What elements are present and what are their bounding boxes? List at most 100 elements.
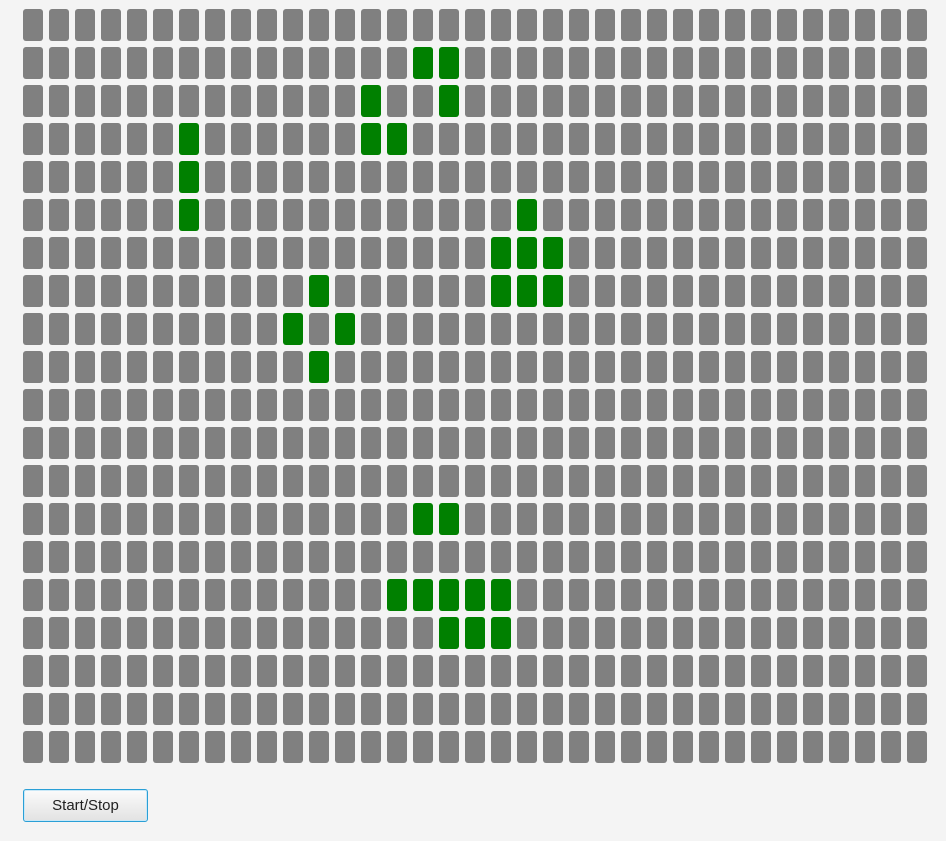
cell-dead[interactable] (725, 427, 745, 459)
cell-dead[interactable] (751, 275, 771, 307)
cell-dead[interactable] (881, 427, 901, 459)
cell-dead[interactable] (777, 123, 797, 155)
cell-dead[interactable] (465, 161, 485, 193)
cell-dead[interactable] (673, 655, 693, 687)
cell-dead[interactable] (49, 541, 69, 573)
cell-dead[interactable] (127, 123, 147, 155)
cell-dead[interactable] (543, 351, 563, 383)
cell-dead[interactable] (75, 617, 95, 649)
cell-dead[interactable] (647, 731, 667, 763)
cell-dead[interactable] (335, 161, 355, 193)
cell-dead[interactable] (75, 579, 95, 611)
cell-dead[interactable] (647, 579, 667, 611)
cell-dead[interactable] (387, 47, 407, 79)
cell-dead[interactable] (621, 503, 641, 535)
cell-dead[interactable] (465, 351, 485, 383)
cell-dead[interactable] (413, 617, 433, 649)
cell-dead[interactable] (335, 123, 355, 155)
cell-dead[interactable] (101, 427, 121, 459)
cell-dead[interactable] (725, 351, 745, 383)
cell-dead[interactable] (829, 427, 849, 459)
cell-dead[interactable] (491, 9, 511, 41)
cell-dead[interactable] (127, 617, 147, 649)
cell-dead[interactable] (179, 579, 199, 611)
cell-alive[interactable] (543, 237, 563, 269)
cell-dead[interactable] (335, 351, 355, 383)
cell-dead[interactable] (179, 85, 199, 117)
cell-dead[interactable] (855, 465, 875, 497)
cell-dead[interactable] (595, 731, 615, 763)
cell-dead[interactable] (205, 427, 225, 459)
cell-dead[interactable] (777, 693, 797, 725)
cell-dead[interactable] (725, 123, 745, 155)
cell-dead[interactable] (829, 9, 849, 41)
cell-dead[interactable] (595, 313, 615, 345)
cell-dead[interactable] (673, 579, 693, 611)
cell-dead[interactable] (101, 579, 121, 611)
cell-dead[interactable] (803, 275, 823, 307)
cell-dead[interactable] (725, 731, 745, 763)
cell-dead[interactable] (907, 199, 927, 231)
cell-dead[interactable] (413, 693, 433, 725)
cell-dead[interactable] (647, 275, 667, 307)
cell-dead[interactable] (205, 237, 225, 269)
cell-dead[interactable] (387, 731, 407, 763)
cell-dead[interactable] (543, 313, 563, 345)
cell-dead[interactable] (699, 693, 719, 725)
cell-dead[interactable] (231, 427, 251, 459)
cell-dead[interactable] (127, 541, 147, 573)
cell-dead[interactable] (491, 389, 511, 421)
cell-dead[interactable] (621, 199, 641, 231)
cell-dead[interactable] (101, 161, 121, 193)
cell-dead[interactable] (387, 655, 407, 687)
cell-dead[interactable] (75, 199, 95, 231)
cell-dead[interactable] (751, 199, 771, 231)
cell-dead[interactable] (49, 275, 69, 307)
cell-dead[interactable] (777, 47, 797, 79)
cell-dead[interactable] (569, 351, 589, 383)
cell-dead[interactable] (179, 541, 199, 573)
cell-dead[interactable] (153, 85, 173, 117)
cell-dead[interactable] (647, 617, 667, 649)
cell-dead[interactable] (205, 351, 225, 383)
cell-dead[interactable] (855, 9, 875, 41)
cell-dead[interactable] (907, 237, 927, 269)
cell-dead[interactable] (153, 427, 173, 459)
cell-dead[interactable] (517, 313, 537, 345)
cell-dead[interactable] (907, 85, 927, 117)
cell-dead[interactable] (855, 47, 875, 79)
cell-dead[interactable] (465, 427, 485, 459)
cell-dead[interactable] (543, 655, 563, 687)
cell-dead[interactable] (75, 47, 95, 79)
cell-dead[interactable] (517, 693, 537, 725)
cell-dead[interactable] (179, 351, 199, 383)
cell-dead[interactable] (75, 465, 95, 497)
cell-dead[interactable] (491, 313, 511, 345)
cell-dead[interactable] (387, 237, 407, 269)
cell-dead[interactable] (855, 579, 875, 611)
cell-dead[interactable] (517, 389, 537, 421)
cell-dead[interactable] (465, 503, 485, 535)
cell-dead[interactable] (647, 161, 667, 193)
cell-dead[interactable] (907, 579, 927, 611)
cell-dead[interactable] (699, 503, 719, 535)
cell-dead[interactable] (647, 503, 667, 535)
cell-dead[interactable] (829, 617, 849, 649)
cell-dead[interactable] (153, 313, 173, 345)
cell-dead[interactable] (699, 655, 719, 687)
cell-dead[interactable] (127, 9, 147, 41)
cell-dead[interactable] (75, 123, 95, 155)
cell-dead[interactable] (387, 427, 407, 459)
cell-dead[interactable] (855, 237, 875, 269)
cell-dead[interactable] (569, 237, 589, 269)
cell-dead[interactable] (491, 161, 511, 193)
cell-dead[interactable] (881, 731, 901, 763)
cell-dead[interactable] (517, 85, 537, 117)
cell-dead[interactable] (231, 9, 251, 41)
cell-dead[interactable] (751, 85, 771, 117)
cell-dead[interactable] (231, 617, 251, 649)
cell-dead[interactable] (309, 427, 329, 459)
cell-dead[interactable] (127, 351, 147, 383)
cell-dead[interactable] (257, 313, 277, 345)
cell-dead[interactable] (439, 161, 459, 193)
